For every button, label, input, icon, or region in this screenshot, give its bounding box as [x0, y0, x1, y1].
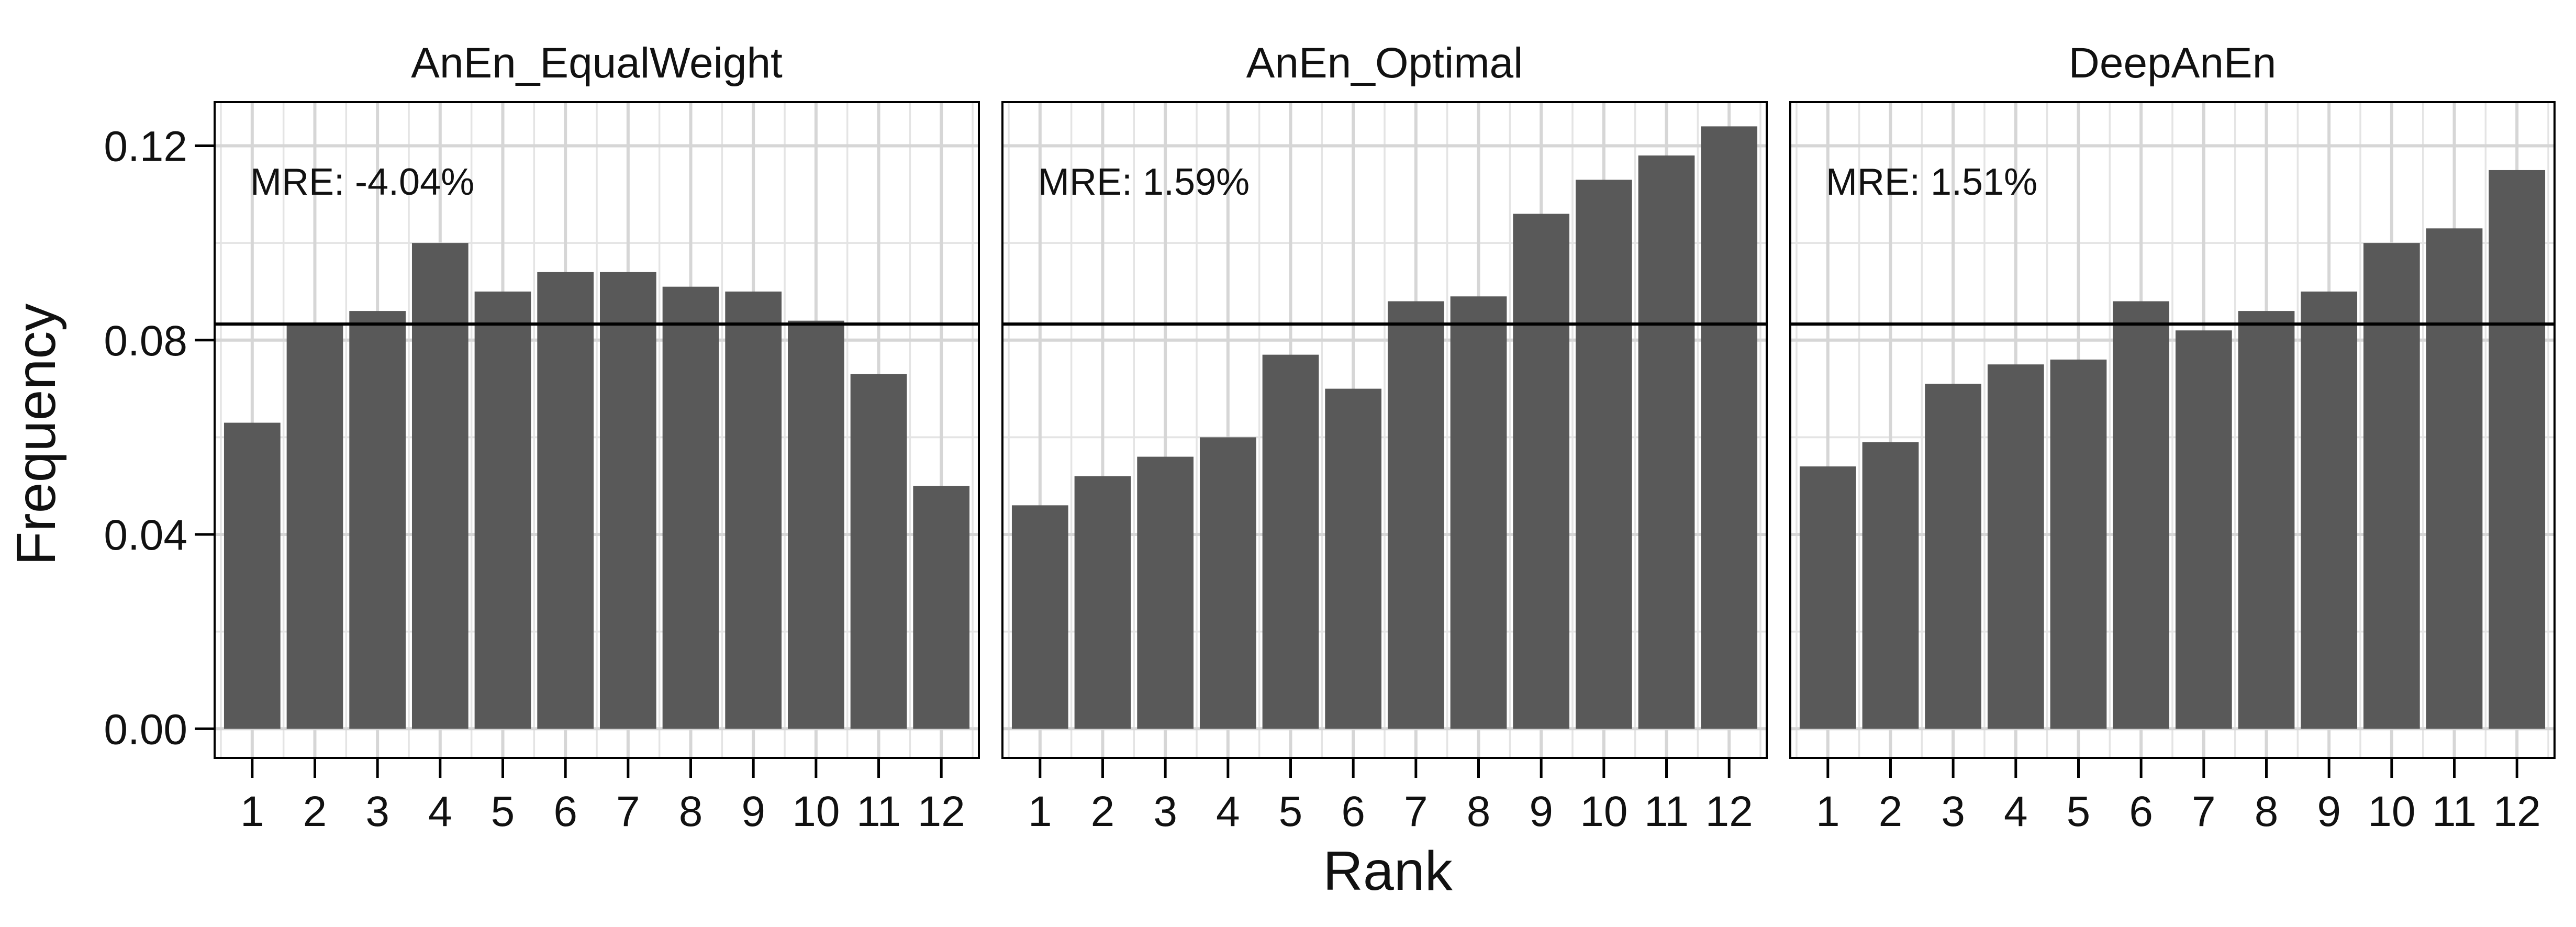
bar-rank-10 — [2363, 243, 2420, 729]
x-tick-label: 10 — [2368, 788, 2415, 835]
x-tick-label: 9 — [2317, 788, 2341, 835]
x-tick-label: 2 — [1091, 788, 1115, 835]
bar-rank-10 — [788, 320, 844, 729]
x-tick-label: 2 — [1879, 788, 1903, 835]
bar-rank-2 — [286, 325, 343, 729]
bar-rank-4 — [1199, 437, 1256, 729]
x-axis-ticks: 1 2 3 4 5 6 7 8 9 10 11 12 — [1816, 759, 2541, 835]
bar-rank-8 — [662, 286, 719, 729]
x-tick-label: 8 — [2255, 788, 2279, 835]
x-tick-label: 11 — [1644, 788, 1689, 835]
x-tick-label: 10 — [1580, 788, 1627, 835]
x-tick-label: 12 — [2493, 788, 2541, 835]
x-tick-label: 4 — [428, 788, 452, 835]
x-tick-label: 3 — [1941, 788, 1965, 835]
x-tick-label: 7 — [616, 788, 640, 835]
panel-frame — [214, 101, 980, 759]
x-axis-title: Rank — [1323, 840, 1453, 902]
x-tick-label: 4 — [1216, 788, 1240, 835]
bar-rank-3 — [1137, 456, 1194, 729]
x-axis-ticks: 1 2 3 4 5 6 7 8 9 10 11 12 — [240, 759, 965, 835]
bar-rank-1 — [1799, 466, 1856, 729]
bar-rank-5 — [1262, 354, 1319, 729]
bar-rank-5 — [2050, 359, 2107, 729]
y-tick-label: 0.12 — [104, 123, 187, 171]
x-tick-label: 1 — [1028, 788, 1052, 835]
bar-rank-9 — [1513, 214, 1570, 729]
x-tick-label: 6 — [553, 788, 577, 835]
bar-rank-1 — [224, 422, 281, 729]
bar-rank-10 — [1576, 180, 1632, 729]
y-tick-label: 0.08 — [104, 317, 187, 365]
x-tick-label: 11 — [2432, 788, 2477, 835]
x-tick-label: 5 — [1279, 788, 1303, 835]
y-axis: 0.00 0.04 0.08 0.12 — [104, 123, 214, 753]
panel-title: DeepAnEn — [2069, 39, 2277, 87]
bar-rank-8 — [2238, 311, 2295, 729]
bar-rank-7 — [1387, 301, 1444, 729]
bar-rank-6 — [2113, 301, 2170, 729]
bar-rank-5 — [474, 291, 531, 729]
x-tick-label: 7 — [2192, 788, 2216, 835]
x-axis-ticks: 1 2 3 4 5 6 7 8 9 10 11 12 — [1028, 759, 1753, 835]
bar-rank-2 — [1862, 442, 1919, 729]
y-tick-label: 0.00 — [104, 706, 187, 753]
x-tick-label: 8 — [1467, 788, 1491, 835]
x-tick-label: 6 — [1341, 788, 1365, 835]
y-axis-title: Frequency — [5, 304, 67, 566]
x-tick-label: 3 — [365, 788, 389, 835]
x-tick-label: 6 — [2129, 788, 2153, 835]
x-tick-label: 12 — [918, 788, 965, 835]
x-tick-label: 1 — [240, 788, 264, 835]
bar-rank-1 — [1011, 505, 1068, 729]
bar-rank-4 — [411, 243, 469, 729]
x-tick-label: 9 — [1529, 788, 1553, 835]
panel-frame — [1789, 101, 2556, 759]
bar-rank-3 — [1925, 384, 1981, 729]
x-tick-label: 4 — [2004, 788, 2028, 835]
bar-rank-12 — [1701, 126, 1758, 729]
x-tick-label: 5 — [491, 788, 515, 835]
y-tick-label: 0.04 — [104, 511, 187, 559]
bar-rank-4 — [1987, 364, 2044, 729]
bar-rank-11 — [2426, 228, 2483, 729]
bar-rank-11 — [850, 374, 907, 729]
bars — [1011, 126, 1758, 729]
x-tick-label: 2 — [303, 788, 327, 835]
x-tick-label: 10 — [792, 788, 840, 835]
x-tick-label: 12 — [1705, 788, 1753, 835]
bar-rank-6 — [1325, 388, 1382, 729]
bar-rank-8 — [1450, 296, 1507, 729]
bar-rank-7 — [599, 272, 656, 729]
x-tick-label: 7 — [1404, 788, 1428, 835]
bars — [1799, 170, 2546, 729]
bar-rank-11 — [1638, 155, 1695, 729]
bar-rank-12 — [2489, 170, 2546, 729]
bar-rank-9 — [2301, 291, 2358, 729]
x-tick-label: 11 — [856, 788, 901, 835]
bars — [224, 243, 970, 729]
bar-rank-3 — [349, 311, 406, 729]
panel-title: AnEn_EqualWeight — [411, 39, 783, 87]
mre-annotation: MRE: 1.59% — [1038, 161, 1250, 203]
panel-frame — [1001, 101, 1768, 759]
x-tick-label: 8 — [679, 788, 703, 835]
panel-title: AnEn_Optimal — [1246, 39, 1523, 87]
x-tick-label: 9 — [741, 788, 765, 835]
mre-annotation: MRE: 1.51% — [1826, 161, 2037, 203]
bar-rank-9 — [725, 291, 782, 729]
bar-rank-2 — [1074, 476, 1131, 729]
x-tick-label: 3 — [1153, 788, 1177, 835]
mre-annotation: MRE: -4.04% — [250, 161, 474, 203]
x-tick-label: 5 — [2067, 788, 2091, 835]
x-tick-label: 1 — [1816, 788, 1840, 835]
bar-rank-6 — [537, 272, 594, 729]
bar-rank-7 — [2175, 330, 2232, 729]
bar-rank-12 — [913, 486, 970, 729]
